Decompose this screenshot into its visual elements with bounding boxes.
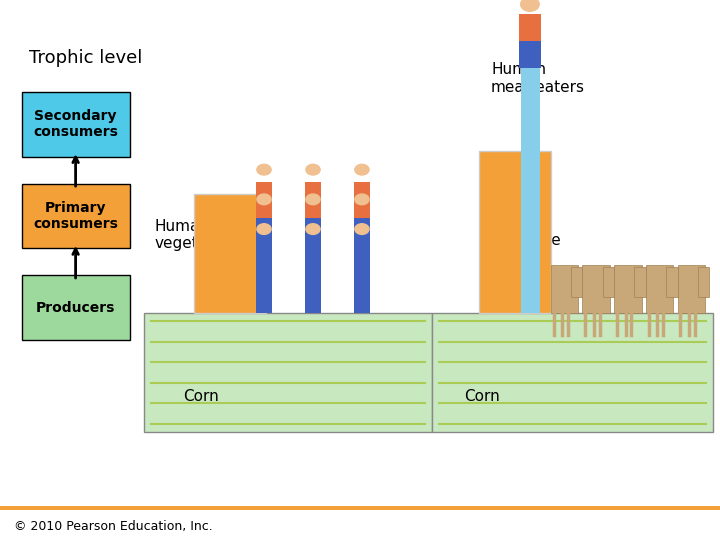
Text: Cattle: Cattle <box>515 233 561 248</box>
FancyBboxPatch shape <box>144 313 432 432</box>
Circle shape <box>355 224 369 234</box>
FancyBboxPatch shape <box>646 265 673 313</box>
Circle shape <box>257 194 271 205</box>
FancyBboxPatch shape <box>305 278 321 313</box>
FancyBboxPatch shape <box>22 275 130 340</box>
FancyBboxPatch shape <box>305 218 321 254</box>
FancyBboxPatch shape <box>571 267 582 297</box>
Circle shape <box>257 164 271 175</box>
FancyBboxPatch shape <box>479 151 551 313</box>
FancyBboxPatch shape <box>256 247 272 284</box>
FancyBboxPatch shape <box>634 267 646 297</box>
Circle shape <box>355 164 369 175</box>
Circle shape <box>306 194 320 205</box>
FancyBboxPatch shape <box>256 241 272 278</box>
FancyBboxPatch shape <box>256 212 272 247</box>
FancyBboxPatch shape <box>551 265 578 313</box>
FancyBboxPatch shape <box>354 218 370 254</box>
Circle shape <box>306 164 320 175</box>
Text: © 2010 Pearson Education, Inc.: © 2010 Pearson Education, Inc. <box>14 520 213 533</box>
FancyBboxPatch shape <box>354 241 370 278</box>
Text: Producers: Producers <box>36 301 115 315</box>
FancyBboxPatch shape <box>256 218 272 254</box>
Text: Trophic level: Trophic level <box>29 49 142 66</box>
FancyBboxPatch shape <box>305 212 321 247</box>
FancyBboxPatch shape <box>0 506 720 510</box>
Circle shape <box>257 224 271 234</box>
FancyBboxPatch shape <box>305 182 321 218</box>
Circle shape <box>521 0 539 11</box>
FancyBboxPatch shape <box>22 184 130 248</box>
FancyBboxPatch shape <box>194 194 266 313</box>
FancyBboxPatch shape <box>305 247 321 284</box>
FancyBboxPatch shape <box>614 265 642 313</box>
Circle shape <box>355 194 369 205</box>
Text: Corn: Corn <box>464 389 500 404</box>
Text: Secondary
consumers: Secondary consumers <box>33 109 118 139</box>
FancyBboxPatch shape <box>603 267 614 297</box>
FancyBboxPatch shape <box>354 247 370 284</box>
FancyBboxPatch shape <box>305 241 321 278</box>
FancyBboxPatch shape <box>354 278 370 313</box>
FancyBboxPatch shape <box>256 278 272 313</box>
Text: Human
meat-eaters: Human meat-eaters <box>491 62 585 94</box>
FancyBboxPatch shape <box>582 265 610 313</box>
FancyBboxPatch shape <box>22 92 130 157</box>
Text: Human
vegetarians: Human vegetarians <box>155 219 246 251</box>
FancyBboxPatch shape <box>519 41 541 68</box>
FancyBboxPatch shape <box>354 212 370 247</box>
Text: Primary
consumers: Primary consumers <box>33 201 118 231</box>
FancyBboxPatch shape <box>256 182 272 218</box>
FancyBboxPatch shape <box>666 267 678 297</box>
FancyBboxPatch shape <box>519 14 541 41</box>
Circle shape <box>306 224 320 234</box>
FancyBboxPatch shape <box>521 65 540 313</box>
Text: Corn: Corn <box>184 389 220 404</box>
FancyBboxPatch shape <box>698 267 709 297</box>
FancyBboxPatch shape <box>678 265 705 313</box>
FancyBboxPatch shape <box>432 313 713 432</box>
FancyBboxPatch shape <box>354 182 370 218</box>
